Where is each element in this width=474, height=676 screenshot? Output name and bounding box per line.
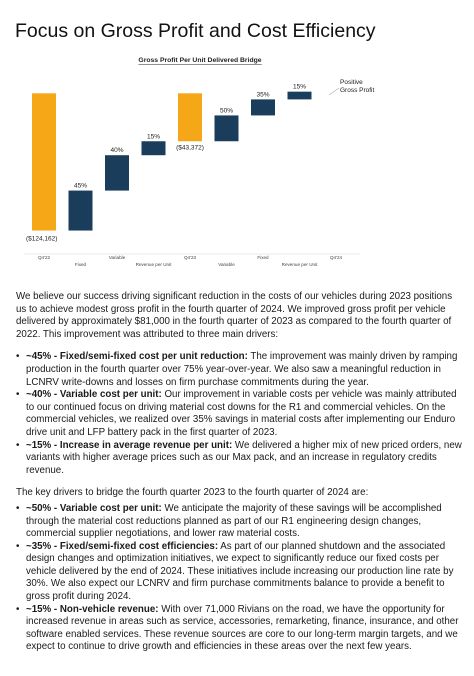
bar-label-1: 45% [74, 183, 87, 190]
bridge-intro-paragraph: The key drivers to bridge the fourth qua… [16, 487, 369, 499]
bar-label-5: 50% [220, 107, 233, 114]
note-leader-line [328, 87, 340, 96]
driver-item: ~50% - Variable cost per unit: We antici… [16, 502, 462, 541]
driver-item: ~15% - Increase in average revenue per u… [16, 439, 462, 478]
drivers-2024-list: ~50% - Variable cost per unit: We antici… [16, 503, 462, 654]
commentary: We believe our success driving significa… [16, 291, 462, 664]
category-label-0: Q4'22 [38, 255, 51, 260]
driver-item: ~40% - Variable cost per unit: Our impro… [16, 389, 462, 439]
bar-label-3: 15% [147, 133, 160, 140]
driver-lead: ~15% - Non-vehicle revenue: [26, 603, 159, 615]
bar-7 [287, 91, 312, 100]
driver-item: ~15% - Non-vehicle revenue: With over 71… [16, 603, 462, 654]
bar-3 [141, 141, 166, 156]
bar-6 [251, 99, 275, 116]
driver-text: The improvement was mainly driven by ram… [26, 351, 458, 388]
drivers-2023-list: ~45% - Fixed/semi-fixed cost per unit re… [16, 351, 462, 477]
driver-lead: ~35% - Fixed/semi-fixed cost efficiencie… [26, 540, 219, 552]
page-title: Focus on Gross Profit and Cost Efficienc… [15, 20, 376, 42]
driver-text: We delivered a higher mix of new priced … [26, 439, 462, 476]
bar-2 [105, 155, 129, 191]
driver-item: ~45% - Fixed/semi-fixed cost per unit re… [16, 351, 462, 389]
category-label-6: Fixed [257, 255, 269, 260]
category-label-4: Q4'23 [184, 255, 197, 260]
category-label-8: Q4'24 [330, 255, 343, 260]
intro-paragraph: We believe our success driving significa… [16, 291, 453, 340]
driver-lead: ~50% - Variable cost per unit: [26, 502, 162, 514]
positive-gross-profit-label: Positive [340, 79, 363, 86]
category-label-3: Revenue per Unit [136, 262, 172, 267]
bar-label-6: 35% [256, 91, 269, 98]
positive-gross-profit-label-line-2: Gross Profit [340, 87, 375, 94]
bar-0 [32, 93, 56, 231]
bar-label-0: ($124,162) [26, 236, 57, 243]
category-label-5: Variable [218, 262, 235, 267]
driver-text: We anticipate the majority of these savi… [26, 502, 442, 540]
category-label-2: Variable [109, 255, 126, 260]
bar-label-2: 40% [110, 147, 123, 154]
category-label-1: Fixed [75, 262, 87, 267]
driver-lead: ~40% - Variable cost per unit: [26, 389, 162, 401]
driver-item: ~35% - Fixed/semi-fixed cost efficiencie… [16, 540, 462, 604]
driver-text: Our improvement in variable costs per ve… [26, 389, 457, 438]
driver-lead: ~15% - Increase in average revenue per u… [26, 439, 233, 451]
bar-label-7: 15% [293, 84, 306, 91]
waterfall-chart: Gross Profit Per Unit Delivered Bridge P… [20, 52, 460, 282]
driver-lead: ~45% - Fixed/semi-fixed cost per unit re… [26, 351, 248, 363]
driver-text: As part of our planned shutdown and the … [26, 540, 454, 603]
bar-1 [68, 190, 93, 231]
bar-5 [214, 115, 239, 142]
category-label-7: Revenue per Unit [282, 262, 318, 267]
bar-label-4: ($43,372) [176, 144, 204, 151]
chart-title: Gross Profit Per Unit Delivered Bridge [138, 57, 261, 64]
bar-4 [178, 93, 202, 142]
driver-text: With over 71,000 Rivians on the road, we… [26, 603, 459, 653]
chart-svg: Gross Profit Per Unit Delivered Bridge P… [24, 57, 375, 267]
